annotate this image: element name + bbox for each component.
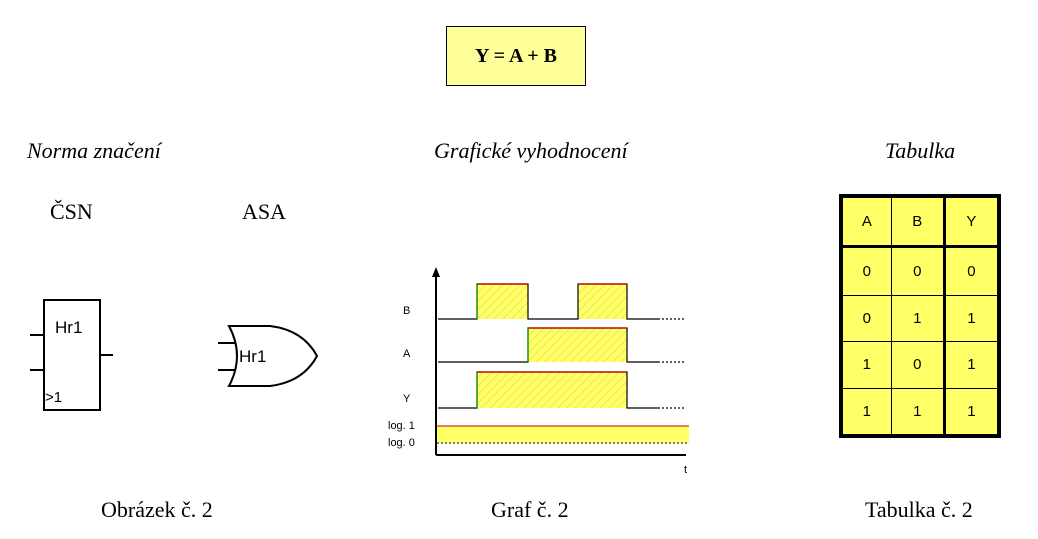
table-cell-b: 1 [890,294,945,343]
signal-a-pulse [528,328,627,362]
table-row: 0 0 0 [842,245,999,296]
logic-level-band [437,426,689,443]
signal-y-label: Y [403,393,411,405]
formula-text: Y = A + B [474,44,558,67]
asa-or-gate: Hr1 [218,325,319,387]
caption-tabulka: Tabulka č. 2 [865,497,973,522]
truth-table: A B Y 0 0 0 0 1 1 1 0 1 1 1 1 [839,194,1001,438]
formula-box: Y = A + B [446,26,586,86]
heading-tabulka: Tabulka [885,138,956,163]
log1-label: log. 1 [388,420,415,432]
table-cell-a: 1 [842,387,892,436]
heading-graf: Grafické vyhodnocení [434,138,628,163]
table-cell-b: 0 [890,245,945,296]
table-cell-y: 1 [942,294,999,343]
table-row: 1 1 1 [842,387,999,436]
csn-or-gate: Hr1 >1 [30,299,113,411]
timing-diagram: t log. 1 log. 0 B A Y [388,267,689,476]
signal-y-pulse [477,372,627,408]
table-cell-y: 0 [942,245,999,296]
standard-asa-label: ASA [242,199,287,224]
caption-obrazek: Obrázek č. 2 [101,497,213,522]
table-header-row: A B Y [842,197,999,248]
table-header-y: Y [942,197,999,248]
table-cell-a: 1 [842,341,892,389]
table-row: 0 1 1 [842,294,999,343]
caption-graf: Graf č. 2 [491,497,569,522]
signal-b-pulse-2 [578,284,627,319]
csn-gate-symbol: >1 [45,389,62,406]
csn-gate-label: Hr1 [55,318,82,337]
table-cell-y: 1 [942,387,999,436]
signal-b-pulse-1 [477,284,528,319]
signal-a-label: A [403,348,411,360]
table-cell-b: 0 [890,341,945,389]
signal-b-label: B [403,305,410,317]
asa-gate-body [227,325,319,387]
log0-label: log. 0 [388,437,415,449]
table-header-b: B [890,197,945,248]
heading-norma: Norma značení [27,138,161,163]
asa-gate-label: Hr1 [239,347,266,366]
table-cell-a: 0 [842,294,892,343]
table-row: 1 0 1 [842,341,999,389]
standard-csn-label: ČSN [50,199,93,224]
y-axis-arrow [432,267,440,277]
table-cell-b: 1 [890,387,945,436]
table-cell-a: 0 [842,245,892,296]
table-cell-y: 1 [942,341,999,389]
t-axis-label: t [684,464,687,476]
table-header-a: A [842,197,892,248]
